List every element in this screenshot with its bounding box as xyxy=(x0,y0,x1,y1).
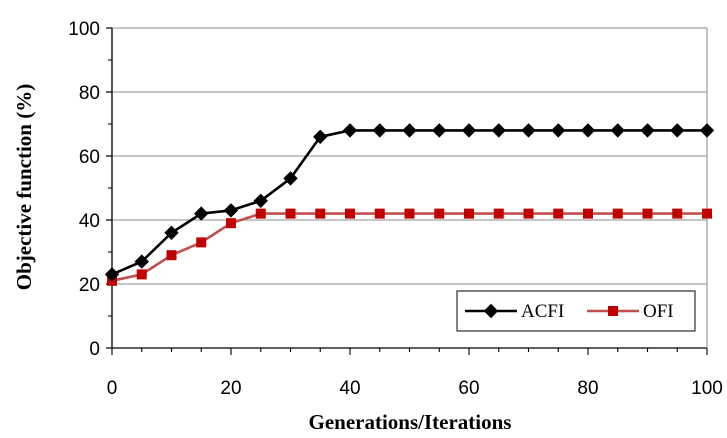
data-point xyxy=(194,206,209,221)
data-point xyxy=(640,123,655,138)
data-point xyxy=(553,208,564,219)
data-point xyxy=(313,129,328,145)
data-point xyxy=(434,208,445,219)
x-tick-label: 100 xyxy=(691,378,723,399)
gridlines xyxy=(112,27,707,285)
x-axis-title: Generations/Iterations xyxy=(309,410,512,434)
data-point xyxy=(580,123,596,138)
data-point xyxy=(372,123,387,138)
legend-item-ofi: OFI xyxy=(587,301,674,322)
data-point xyxy=(285,208,296,219)
x-axis-ticks: 0 20 40 60 80 100 xyxy=(107,348,723,399)
y-tick-label: 40 xyxy=(79,211,100,232)
x-tick-label: 40 xyxy=(339,378,360,399)
data-point xyxy=(196,237,207,248)
data-point xyxy=(104,267,120,282)
data-point xyxy=(166,250,177,261)
data-point xyxy=(136,269,147,280)
data-point xyxy=(551,123,566,138)
data-point xyxy=(464,208,474,219)
legend-item-acfi: ACFI xyxy=(465,301,564,322)
data-point xyxy=(702,208,712,219)
series-line xyxy=(111,129,707,276)
data-point xyxy=(461,123,477,138)
data-point xyxy=(491,123,506,138)
data-point xyxy=(374,208,385,219)
legend: ACFI OFI xyxy=(456,290,696,332)
y-tick-label: 0 xyxy=(89,339,100,360)
series-acfi xyxy=(104,123,715,282)
y-tick-label: 80 xyxy=(79,83,100,104)
legend-items: ACFI OFI xyxy=(465,301,674,322)
data-point xyxy=(223,203,239,218)
legend-marker xyxy=(483,303,499,319)
x-tick-label: 80 xyxy=(577,378,598,399)
data-point xyxy=(226,218,236,229)
x-tick-label: 20 xyxy=(220,378,241,399)
y-tick-label: 60 xyxy=(79,147,100,168)
y-tick-label: 20 xyxy=(79,275,100,296)
data-point xyxy=(253,193,268,209)
data-point xyxy=(672,208,683,219)
data-point xyxy=(612,208,623,219)
x-tick-label: 60 xyxy=(458,378,479,399)
y-axis-title: Objective function (%) xyxy=(12,84,36,290)
data-point xyxy=(610,123,625,138)
data-point xyxy=(134,254,149,269)
data-point xyxy=(283,171,298,186)
data-point xyxy=(315,208,326,219)
x-tick-label: 0 xyxy=(107,378,118,399)
data-point xyxy=(670,123,685,138)
legend-label: ACFI xyxy=(521,301,564,322)
legend-marker xyxy=(608,306,618,316)
data-point xyxy=(402,123,417,138)
data-point xyxy=(583,208,593,219)
data-point xyxy=(493,208,504,219)
data-point xyxy=(642,208,653,219)
y-tick-label: 100 xyxy=(68,19,100,40)
data-point xyxy=(432,123,447,138)
data-point xyxy=(255,208,266,219)
series-layer xyxy=(104,123,715,286)
y-axis-ticks: 0 20 40 60 80 100 xyxy=(68,19,112,360)
data-point xyxy=(164,225,179,241)
legend-label: OFI xyxy=(643,301,674,322)
data-point xyxy=(699,123,715,138)
data-point xyxy=(345,208,355,219)
data-point xyxy=(521,123,536,138)
data-point xyxy=(404,208,415,219)
data-point xyxy=(342,123,358,138)
data-point xyxy=(523,208,534,219)
